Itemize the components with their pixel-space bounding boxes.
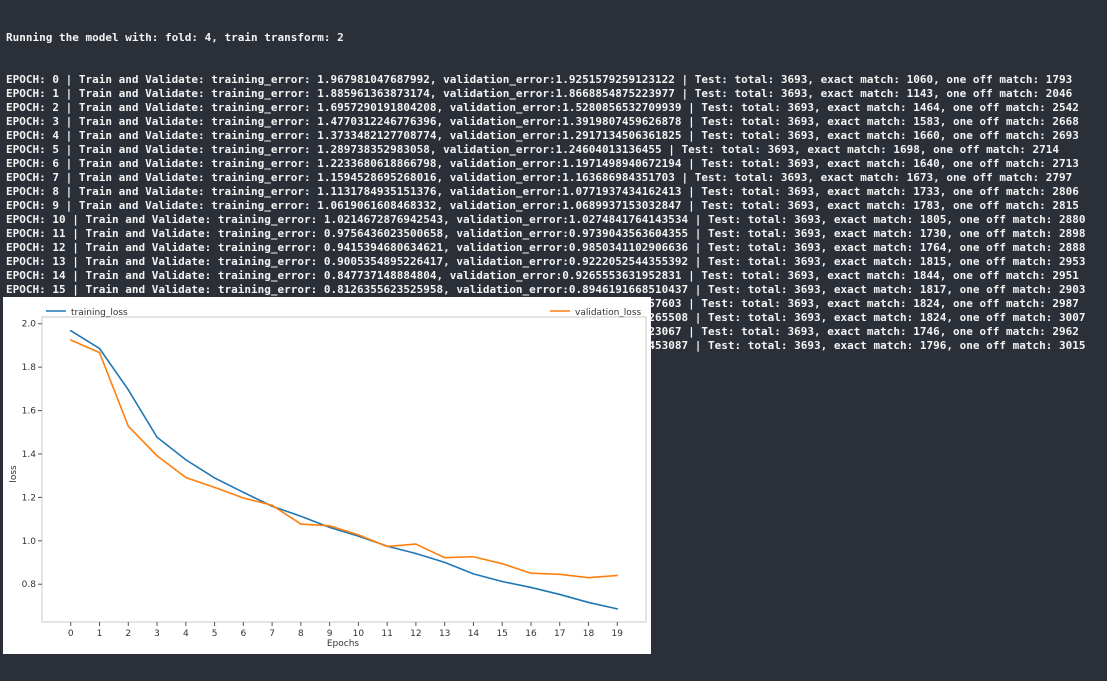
x-tick-label: 15 xyxy=(496,629,507,639)
series-line-validation-loss xyxy=(70,339,618,579)
data-point-training-loss xyxy=(328,526,331,529)
x-tick-label: 7 xyxy=(269,629,275,639)
data-point-validation-loss xyxy=(156,454,158,457)
data-point-training-loss xyxy=(69,329,72,332)
x-tick-label: 12 xyxy=(410,629,421,639)
y-axis: 0.8 1.0 1.2 1.4 1.6 1.8 2.0 xyxy=(22,320,42,590)
x-tick-label: 14 xyxy=(468,629,480,639)
x-tick-label: 10 xyxy=(353,629,365,639)
y-tick-label: 1.0 xyxy=(22,537,37,547)
console-header: Running the model with: fold: 4, train t… xyxy=(6,31,344,44)
data-point-training-loss xyxy=(300,515,302,518)
x-tick-label: 19 xyxy=(612,629,624,639)
data-point-validation-loss xyxy=(300,523,302,525)
data-point-validation-loss xyxy=(271,504,273,507)
console-line: EPOCH: 13 | Train and Validate: training… xyxy=(6,255,1086,268)
data-point-training-loss xyxy=(558,593,561,596)
x-tick-label: 0 xyxy=(68,629,74,639)
console-line: EPOCH: 8 | Train and Validate: training_… xyxy=(6,185,1079,198)
x-tick-label: 8 xyxy=(298,629,304,639)
data-point-training-loss xyxy=(587,601,590,604)
data-point-training-loss xyxy=(443,561,446,564)
y-tick-label: 1.4 xyxy=(22,450,37,460)
data-point-validation-loss xyxy=(530,572,532,575)
plot-frame xyxy=(41,316,647,623)
console-line: EPOCH: 14 | Train and Validate: training… xyxy=(6,269,1079,282)
console-line: EPOCH: 5 | Train and Validate: training_… xyxy=(6,143,1059,156)
data-point-validation-loss xyxy=(472,555,475,558)
data-point-validation-loss xyxy=(357,534,360,536)
data-point-validation-loss xyxy=(415,543,417,545)
data-point-validation-loss xyxy=(386,545,388,548)
x-axis-label: Epochs xyxy=(327,639,360,649)
data-point-validation-loss xyxy=(616,574,619,577)
x-tick-label: 1 xyxy=(97,629,103,639)
console-line: EPOCH: 0 | Train and Validate: training_… xyxy=(6,73,1073,86)
x-tick-label: 9 xyxy=(327,629,333,639)
data-point-validation-loss xyxy=(185,476,187,479)
legend: training_loss validation_loss xyxy=(46,308,642,318)
console-line: EPOCH: 7 | Train and Validate: training_… xyxy=(6,171,1073,184)
data-point-training-loss xyxy=(501,580,503,583)
x-tick-label: 18 xyxy=(583,629,595,639)
data-point-validation-loss xyxy=(501,562,503,565)
data-point-training-loss xyxy=(242,491,245,494)
data-point-training-loss xyxy=(98,347,101,350)
console-line: EPOCH: 1 | Train and Validate: training_… xyxy=(6,87,1073,100)
console-line: EPOCH: 12 | Train and Validate: training… xyxy=(6,241,1086,254)
console-line: EPOCH: 3 | Train and Validate: training_… xyxy=(6,115,1079,128)
x-tick-label: 17 xyxy=(554,629,565,639)
data-point-training-loss xyxy=(127,388,130,391)
data-point-validation-loss xyxy=(242,497,245,499)
data-point-validation-loss xyxy=(98,351,101,354)
y-tick-label: 1.6 xyxy=(22,407,37,417)
x-tick-label: 16 xyxy=(525,629,537,639)
data-point-training-loss xyxy=(415,552,417,555)
series-lines xyxy=(69,329,619,610)
x-tick-label: 11 xyxy=(381,629,392,639)
data-point-validation-loss xyxy=(443,556,446,559)
y-tick-label: 1.8 xyxy=(22,363,37,373)
console-line: EPOCH: 10 | Train and Validate: training… xyxy=(6,213,1086,226)
console-line: EPOCH: 15 | Train and Validate: training… xyxy=(6,283,1086,296)
x-tick-label: 2 xyxy=(125,629,131,639)
y-tick-label: 1.2 xyxy=(22,493,36,503)
data-point-training-loss xyxy=(185,458,187,461)
loss-chart-svg: 0.81.01.21.41.61.82.0 0 1 2 3 4 5 6 7 8 9 10 11 12 13… xyxy=(9,308,647,649)
y-axis-label: loss xyxy=(9,465,19,483)
data-point-validation-loss xyxy=(69,339,72,341)
console-lines: EPOCH: 0 | Train and Validate: training_… xyxy=(6,73,1101,353)
series-line-training-loss xyxy=(70,329,618,610)
y-tick-label: 2.0 xyxy=(22,320,37,330)
legend-label-training: training_loss xyxy=(71,308,128,318)
data-point-validation-loss xyxy=(127,425,130,427)
data-point-training-loss xyxy=(530,586,532,589)
console-line: EPOCH: 4 | Train and Validate: training_… xyxy=(6,129,1079,142)
data-point-training-loss xyxy=(616,608,619,610)
data-point-validation-loss xyxy=(558,573,561,576)
data-point-validation-loss xyxy=(328,525,331,527)
y-tick-label: 0.8 xyxy=(22,580,37,590)
data-point-training-loss xyxy=(472,573,475,575)
data-point-training-loss xyxy=(156,436,158,439)
console-line: EPOCH: 9 | Train and Validate: training_… xyxy=(6,199,1079,212)
x-tick-label: 4 xyxy=(183,629,189,639)
legend-label-validation: validation_loss xyxy=(575,308,642,318)
data-point-training-loss xyxy=(213,477,216,479)
console-line: EPOCH: 6 | Train and Validate: training_… xyxy=(6,157,1079,170)
console-line: EPOCH: 11 | Train and Validate: training… xyxy=(6,227,1086,240)
x-tick-label: 6 xyxy=(240,629,246,639)
console-output: Running the model with: fold: 4, train t… xyxy=(6,3,1101,367)
data-point-validation-loss xyxy=(213,486,216,489)
x-tick-label: 3 xyxy=(154,629,160,639)
x-axis: 0 1 2 3 4 5 6 7 8 9 10 11 12 13 14 15 16 17 18 19 xyxy=(68,622,623,639)
console-line: EPOCH: 2 | Train and Validate: training_… xyxy=(6,101,1079,114)
data-point-validation-loss xyxy=(587,576,590,579)
x-tick-label: 5 xyxy=(212,629,218,639)
x-tick-label: 13 xyxy=(439,629,450,639)
loss-chart: 0.8 1.0 1.2 1.4 1.6 1.8 2.0 0 1 2 3 4 5 6 7 8 9 10 11 12 13… xyxy=(3,297,651,654)
